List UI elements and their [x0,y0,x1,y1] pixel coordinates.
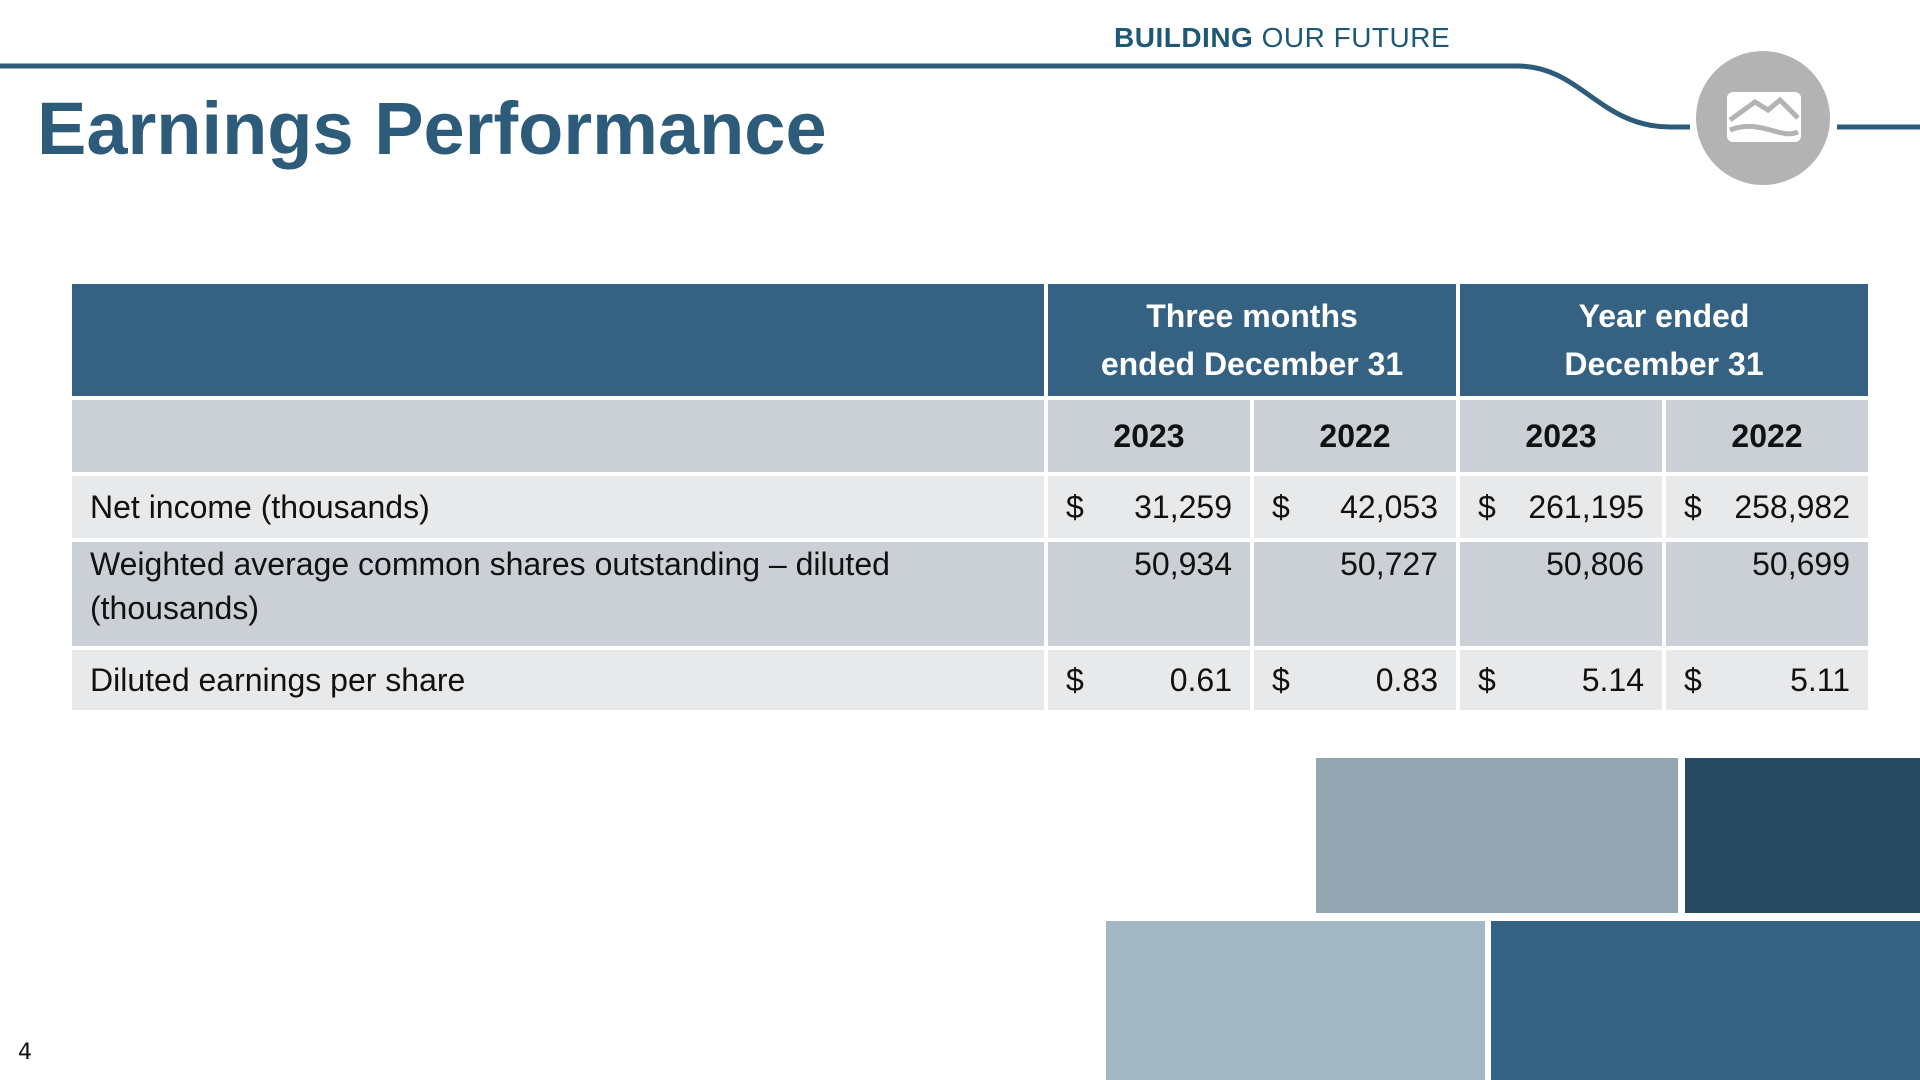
value: 50,699 [1752,546,1850,582]
row-label: Net income (thousands) [72,476,1044,538]
group-header-text: Year ended December 31 [1564,298,1764,382]
value-box: $0.61 [1066,662,1232,699]
value-box: $5.11 [1684,662,1850,699]
value: 5.11 [1790,661,1850,698]
year-header: 2022 [1254,400,1456,472]
value-box: 50,699 [1684,542,1850,586]
value-cell: $0.83 [1254,650,1456,710]
row-label: Diluted earnings per share [72,650,1044,710]
value: 261,195 [1528,488,1644,525]
header-cell [72,284,1044,396]
value-cell: 50,727 [1254,542,1456,646]
value-box: $31,259 [1066,489,1232,526]
year-header: 2023 [1460,400,1662,472]
tagline: BUILDING OUR FUTURE [1114,22,1450,54]
value: 50,727 [1340,546,1438,582]
value: 0.61 [1169,661,1232,698]
decor-block [1106,921,1485,1080]
value-cell: $31,259 [1048,476,1250,538]
value-cell: $261,195 [1460,476,1662,538]
data-row: Net income (thousands) $31,259 $42,053 $261… [72,476,1868,538]
value-cell: $5.14 [1460,650,1662,710]
page-number: 4 [18,1040,32,1065]
decor-block [1491,921,1920,1080]
value: 31,259 [1134,488,1232,525]
currency: $ [1066,661,1084,698]
year-row: 2023 2022 2023 2022 [72,400,1868,472]
currency: $ [1066,488,1084,525]
currency: $ [1272,488,1290,525]
currency: $ [1478,488,1496,525]
value-cell: $0.61 [1048,650,1250,710]
currency: $ [1478,661,1496,698]
title: Earnings Performance [37,87,827,170]
tagline-bold: BUILDING [1114,22,1254,53]
value-box: 50,806 [1478,542,1644,586]
data-row: Weighted average common shares outstandi… [72,542,1868,646]
table-body: Three months ended December 31 Year ended… [72,284,1868,710]
value-box: 50,934 [1066,542,1232,586]
value-box: $261,195 [1478,489,1644,526]
data-row: Diluted earnings per share $0.61 $0.83 $5.1… [72,650,1868,710]
year-header: 2022 [1666,400,1868,472]
value-box: $258,982 [1684,489,1850,526]
logo-mountain [1728,96,1800,137]
year-header: 2023 [1048,400,1250,472]
value: 5.14 [1581,661,1644,698]
value: 258,982 [1734,488,1850,525]
header-line [0,63,1690,130]
group-header-row: Three months ended December 31 Year ended… [72,284,1868,396]
currency: $ [1684,488,1702,525]
value-cell: $258,982 [1666,476,1868,538]
value-cell: 50,806 [1460,542,1662,646]
value: 50,934 [1134,546,1232,582]
decor-block [1685,758,1920,913]
tagline-light: OUR FUTURE [1261,22,1451,53]
value-box: $5.14 [1478,662,1644,699]
value-box: $42,053 [1272,489,1438,526]
decor-block [1316,758,1678,913]
group-header-text: Three months ended December 31 [1100,298,1404,382]
value: 0.83 [1375,661,1438,698]
value: 42,053 [1340,488,1438,525]
value-cell: $42,053 [1254,476,1456,538]
value-box: 50,727 [1272,542,1438,586]
value-cell: $5.11 [1666,650,1868,710]
header-cell [72,400,1044,472]
value-box: $0.83 [1272,662,1438,699]
group-header: Year ended December 31 [1460,284,1868,396]
currency: $ [1272,661,1290,698]
value-cell: 50,934 [1048,542,1250,646]
value-cell: 50,699 [1666,542,1868,646]
currency: $ [1684,661,1702,698]
row-label: Weighted average common shares outstandi… [72,542,1044,646]
value: 50,806 [1546,546,1644,582]
earnings-table: Three months ended December 31 Year ended… [68,280,1872,714]
group-header: Three months ended December 31 [1048,284,1456,396]
